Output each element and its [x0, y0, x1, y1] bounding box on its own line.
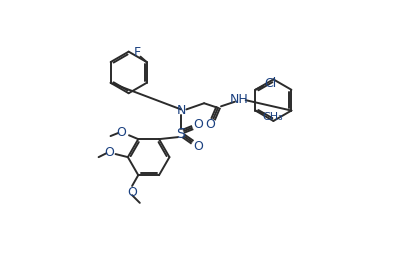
Text: O: O [205, 118, 215, 131]
Text: O: O [193, 118, 203, 131]
Text: Cl: Cl [265, 77, 277, 90]
Text: N: N [176, 104, 185, 117]
Text: S: S [177, 127, 185, 141]
Text: NH: NH [230, 93, 249, 106]
Text: O: O [193, 140, 203, 153]
Text: O: O [116, 126, 126, 140]
Text: O: O [127, 185, 137, 198]
Text: CH₃: CH₃ [262, 112, 283, 122]
Text: O: O [104, 146, 114, 159]
Text: F: F [134, 46, 141, 59]
